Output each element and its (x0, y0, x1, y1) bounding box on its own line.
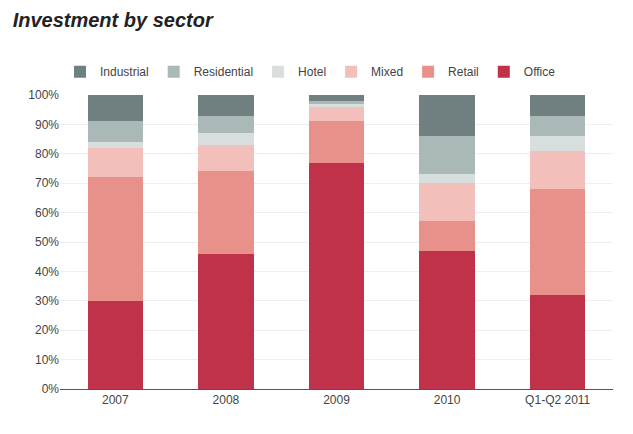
svg-text:Mixed: Mixed (371, 65, 403, 79)
svg-text:40%: 40% (35, 265, 59, 279)
svg-text:Residential: Residential (194, 65, 253, 79)
svg-text:10%: 10% (35, 353, 59, 367)
svg-text:2010: 2010 (434, 393, 461, 407)
svg-text:Office: Office (524, 65, 555, 79)
svg-text:Investment by sector: Investment by sector (13, 9, 214, 31)
svg-text:20%: 20% (35, 323, 59, 337)
svg-text:30%: 30% (35, 294, 59, 308)
svg-text:Retail: Retail (448, 65, 479, 79)
svg-text:2009: 2009 (323, 393, 350, 407)
svg-text:80%: 80% (35, 147, 59, 161)
svg-text:Industrial: Industrial (100, 65, 149, 79)
svg-text:Q1-Q2 2011: Q1-Q2 2011 (525, 393, 590, 407)
svg-text:2007: 2007 (102, 393, 129, 407)
svg-text:50%: 50% (35, 235, 59, 249)
svg-text:60%: 60% (35, 206, 59, 220)
svg-text:2008: 2008 (213, 393, 240, 407)
svg-text:90%: 90% (35, 118, 59, 132)
svg-text:70%: 70% (35, 176, 59, 190)
svg-text:0%: 0% (42, 382, 60, 396)
svg-text:100%: 100% (28, 88, 59, 102)
svg-text:Hotel: Hotel (298, 65, 326, 79)
